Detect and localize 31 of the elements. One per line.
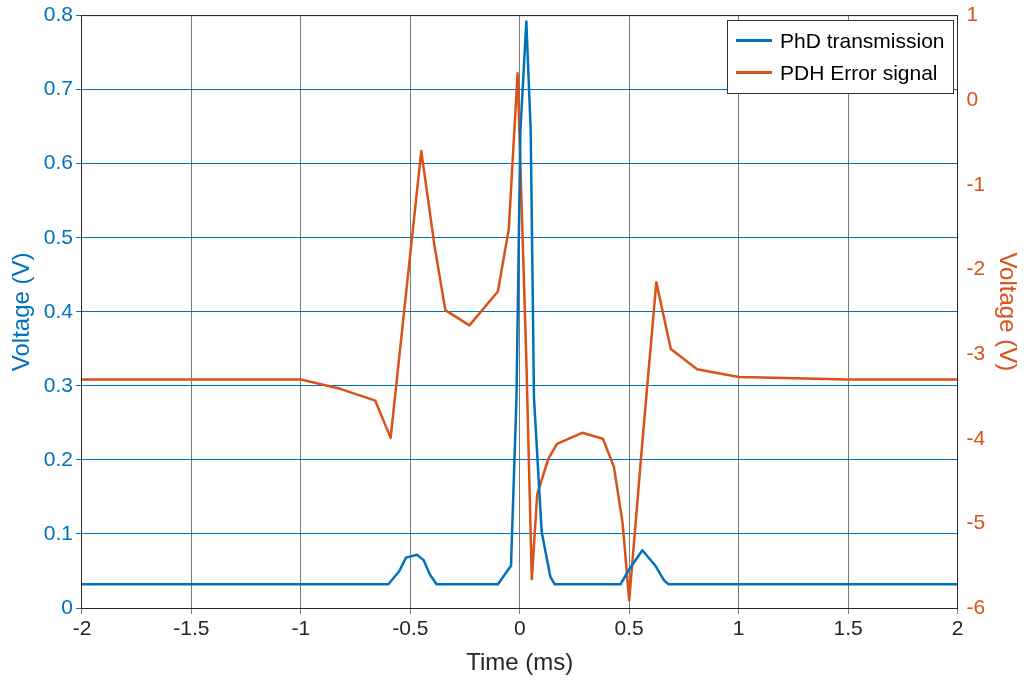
x-tick-label: 1: [732, 616, 745, 640]
legend-label: PDH Error signal: [779, 59, 938, 86]
y-tick-label: 0.1: [43, 520, 73, 544]
y-tick-label: 0.6: [43, 150, 73, 174]
y-tick-label: 0.4: [43, 298, 74, 322]
x-tick-label: 0.5: [614, 616, 644, 640]
x-tick-label: -1: [291, 616, 311, 640]
y2-tick-label: -2: [966, 256, 986, 280]
x-tick-label: 0: [513, 616, 526, 640]
y2-tick-label: 1: [966, 2, 979, 26]
y-tick-label: 0.3: [43, 372, 73, 396]
y2-axis-title: Voltage (V): [994, 252, 1022, 372]
x-tick-label: 1.5: [833, 616, 863, 640]
y2-tick-label: -5: [966, 510, 986, 534]
y-axis-title: Voltage (V): [7, 252, 35, 372]
y-tick-label: 0.8: [43, 2, 73, 26]
x-axis-title: Time (ms): [466, 648, 574, 676]
x-tick-label: 2: [951, 616, 964, 640]
y2-tick-label: -3: [966, 340, 986, 364]
y-tick-label: 0: [61, 594, 73, 618]
x-tick-label: -2: [72, 616, 92, 640]
x-tick-label: -1.5: [173, 616, 210, 640]
x-tick-label: -0.5: [392, 616, 429, 640]
y-tick-label: 0.2: [43, 446, 73, 470]
y-tick-label: 0.7: [43, 76, 73, 100]
y-tick-label: 0.5: [43, 224, 73, 248]
y2-tick-label: -6: [966, 594, 986, 618]
y2-tick-label: 0: [966, 87, 979, 111]
y2-tick-label: -4: [966, 425, 986, 449]
legend-label: PhD transmission: [779, 27, 945, 54]
y2-tick-label: -1: [966, 171, 986, 195]
